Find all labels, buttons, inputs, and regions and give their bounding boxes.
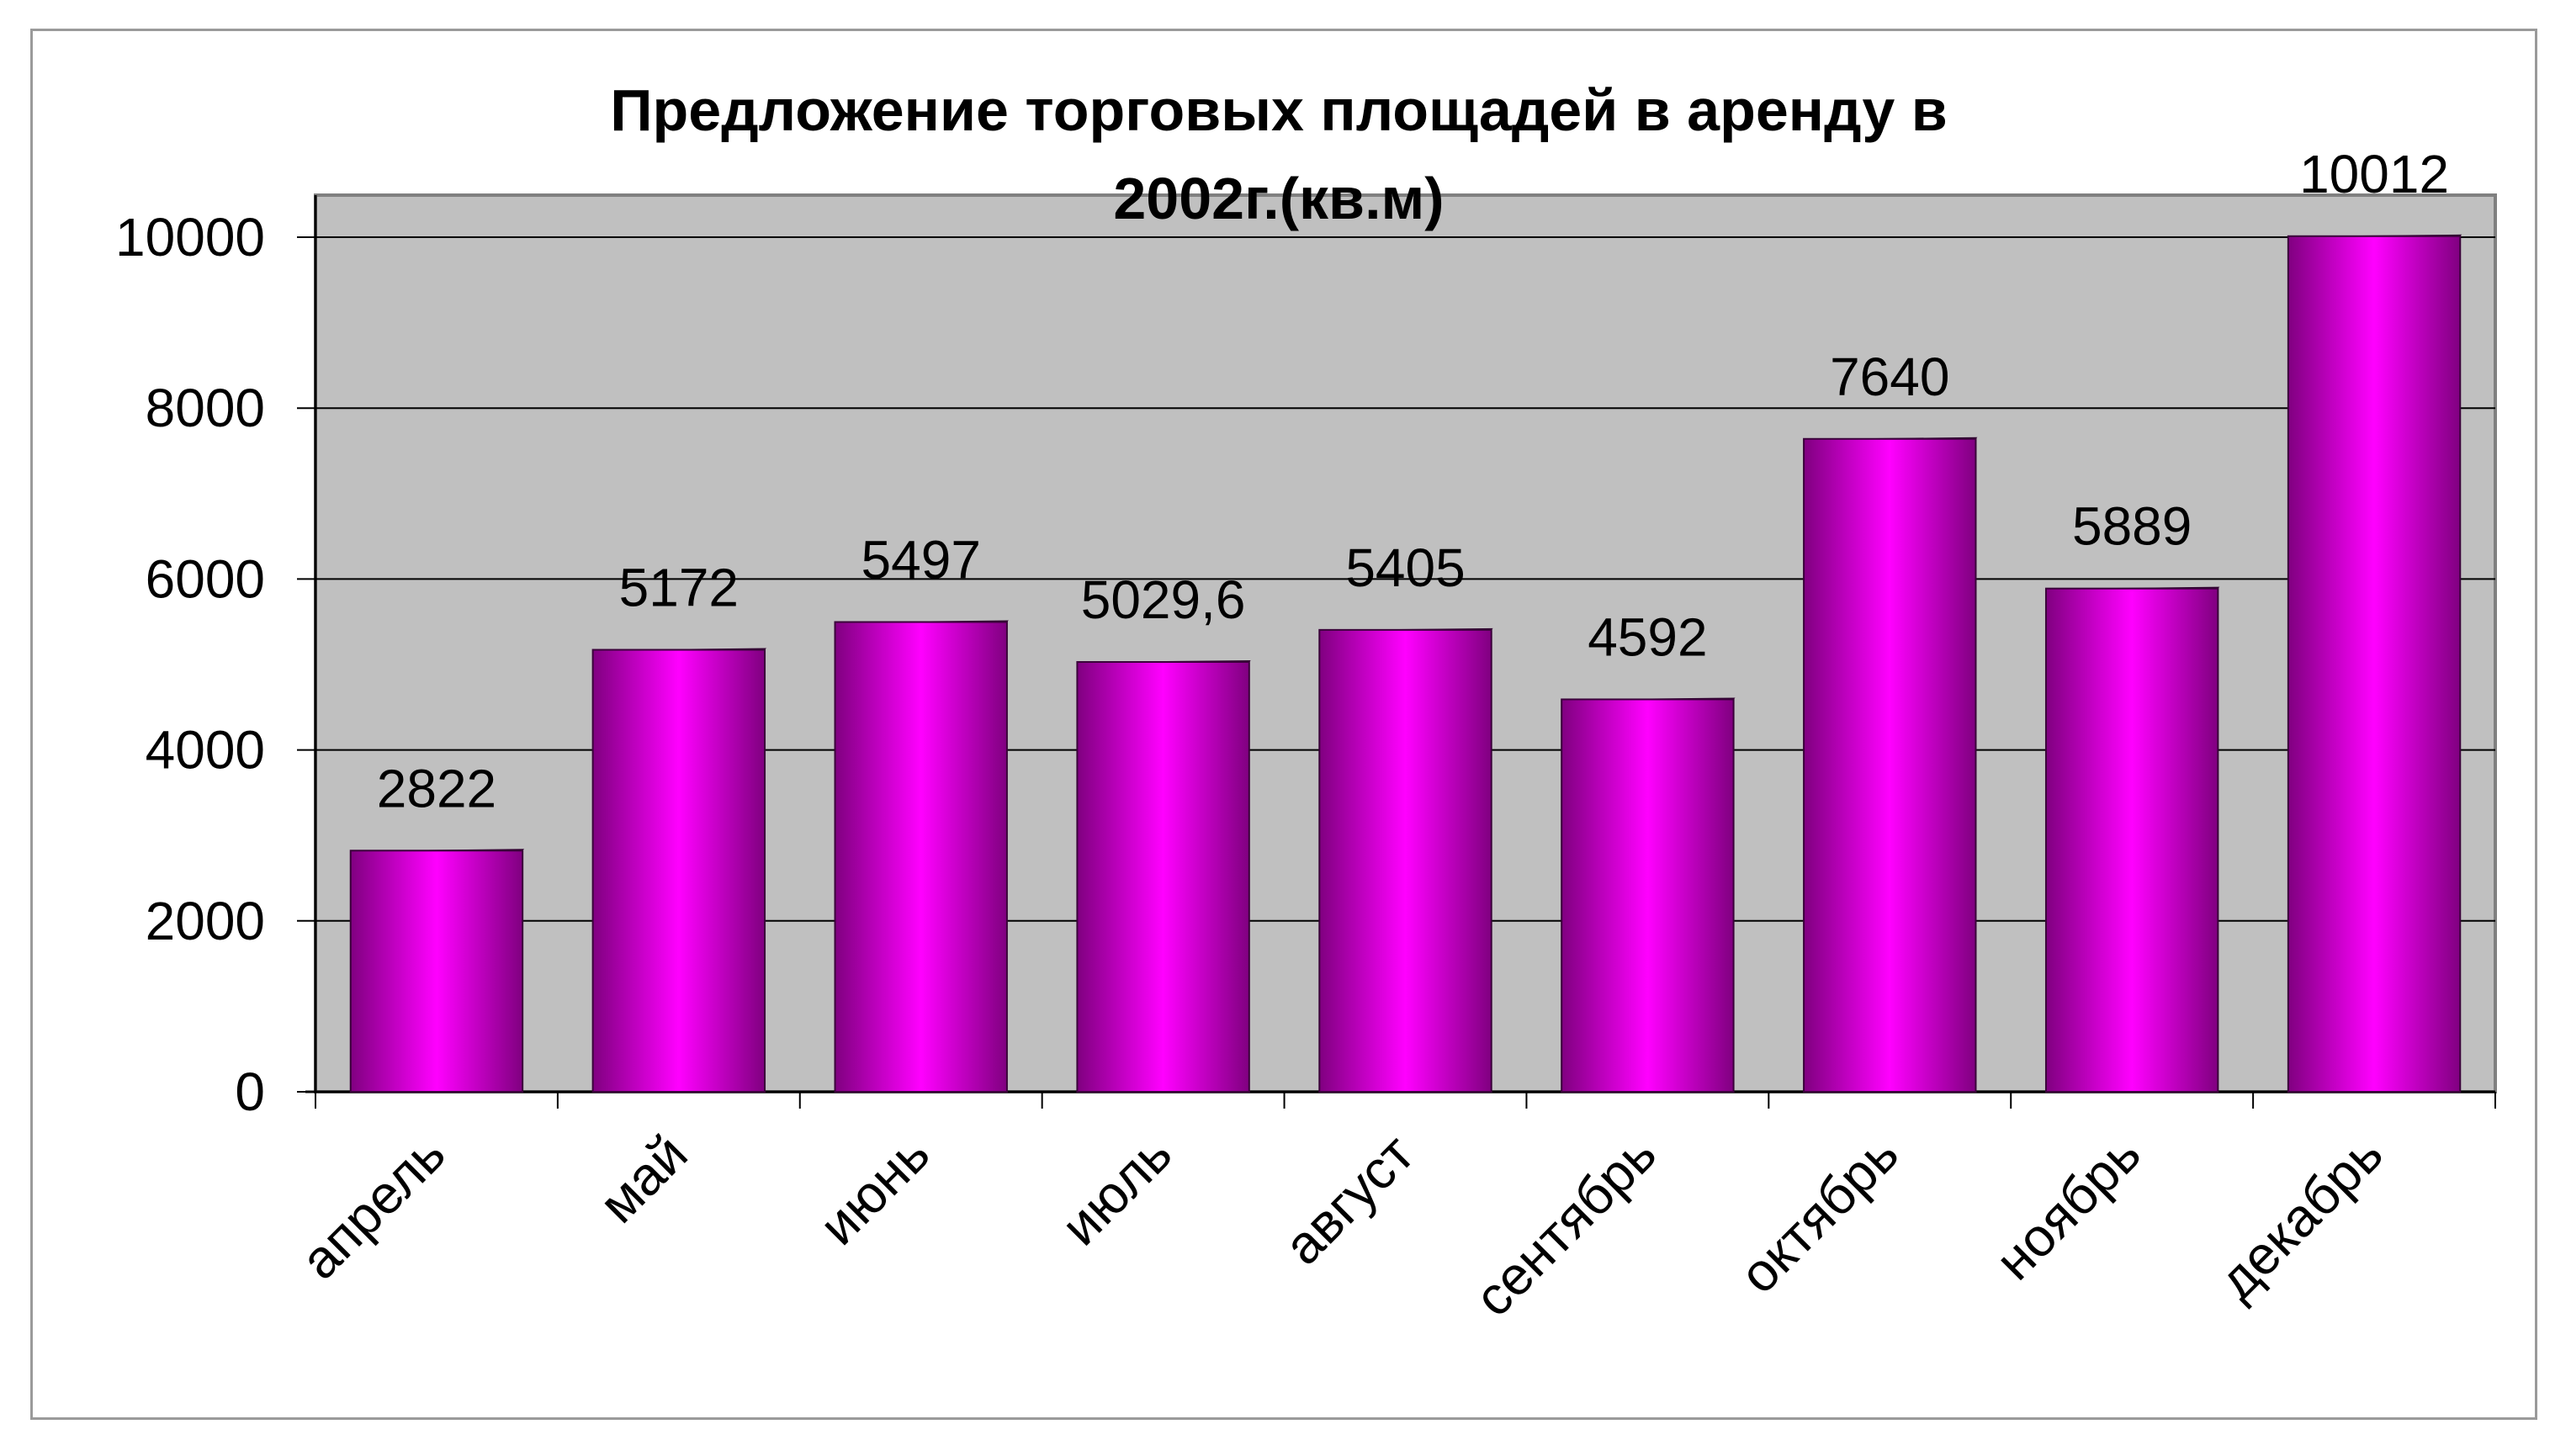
y-tick-label-0: 0 xyxy=(235,1062,265,1122)
data-label-6: 7640 xyxy=(1830,347,1949,407)
x-axis-categories: апрель май июнь июль август сентябрь октябрь но… xyxy=(289,1123,2394,1328)
data-label-3: 5029,6 xyxy=(1081,569,1246,630)
bar-5 xyxy=(1561,698,1735,1093)
bar-6 xyxy=(1803,437,1977,1093)
category-label-5: сентябрь xyxy=(1463,1123,1668,1328)
bar-3 xyxy=(1076,660,1250,1093)
data-label-0: 2822 xyxy=(377,758,496,818)
data-labels: 2822 5172 5497 5029,6 5405 4592 7640 5889 10012 xyxy=(377,144,2449,819)
category-label-8: декабрь xyxy=(2207,1123,2394,1310)
data-label-1: 5172 xyxy=(619,558,739,618)
category-label-6: октябрь xyxy=(1728,1123,1910,1305)
category-label-0: апрель xyxy=(289,1123,456,1290)
bars xyxy=(349,234,2462,1093)
y-axis-ticks: 0 2000 4000 6000 8000 10000 xyxy=(115,207,265,1122)
data-label-5: 4592 xyxy=(1588,606,1707,667)
bar-8 xyxy=(2287,235,2462,1093)
category-label-2: июнь xyxy=(808,1123,941,1257)
data-label-8: 10012 xyxy=(2299,144,2449,204)
y-tick-label-4: 8000 xyxy=(146,378,265,438)
bar-0 xyxy=(349,850,524,1093)
y-tick-label-5: 10000 xyxy=(115,207,265,267)
y-tick-label-2: 4000 xyxy=(146,720,265,781)
chart-title-line-2: 2002г.(кв.м) xyxy=(1113,166,1444,231)
category-label-3: июль xyxy=(1049,1123,1183,1257)
y-tick-label-3: 6000 xyxy=(146,548,265,609)
category-label-4: август xyxy=(1272,1123,1425,1276)
category-label-1: май xyxy=(587,1123,698,1234)
chart-title-line-1: Предложение торговых площадей в аренду в xyxy=(610,77,1948,143)
bar-2 xyxy=(834,621,1008,1093)
category-label-7: ноябрь xyxy=(1984,1123,2152,1291)
data-label-2: 5497 xyxy=(861,530,981,590)
bar-7 xyxy=(2044,587,2219,1093)
y-tick-label-1: 2000 xyxy=(146,891,265,951)
bar-4 xyxy=(1318,628,1492,1093)
data-label-4: 5405 xyxy=(1345,537,1465,598)
data-label-7: 5889 xyxy=(2072,496,2192,557)
bar-1 xyxy=(591,649,766,1093)
